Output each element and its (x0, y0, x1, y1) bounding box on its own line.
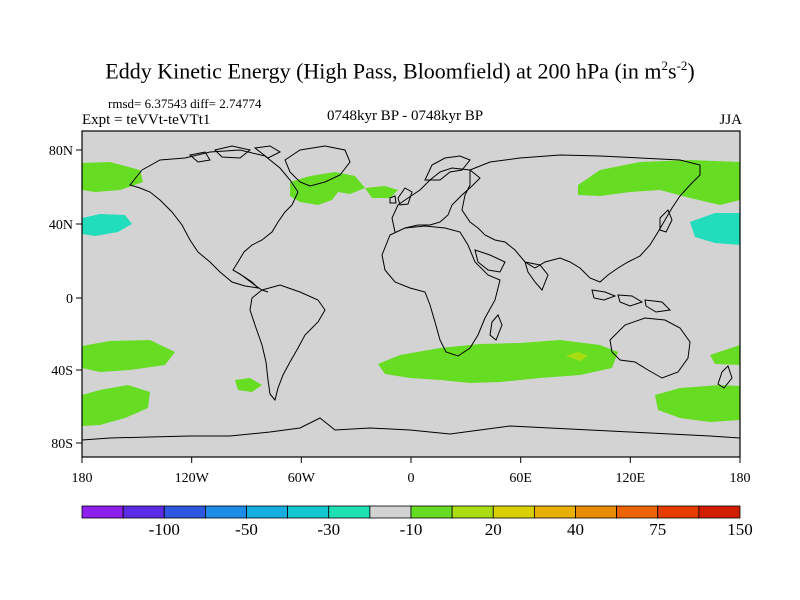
anomaly-patch (82, 385, 150, 426)
coastline-greenland (284, 145, 351, 187)
coastline-indonesia (591, 289, 672, 313)
anomaly-patch-cyan (82, 214, 132, 236)
anomaly-patch (82, 162, 143, 192)
colorbar-swatch (698, 505, 741, 519)
lat-tick-label: 80S (51, 437, 73, 452)
colorbar-swatch (81, 505, 124, 519)
colorbar-swatch (328, 505, 371, 519)
colorbar (81, 505, 741, 519)
anomaly-patch (235, 378, 262, 392)
lon-tick-label: 60W (288, 471, 316, 486)
title-end: ) (687, 58, 695, 84)
coastline-europe (391, 167, 481, 233)
lat-tick-label: 0 (66, 292, 73, 307)
colorbar-swatch (204, 505, 247, 519)
anomaly-patch (710, 345, 740, 365)
coastline-arabia (474, 249, 506, 273)
colorbar-label: -10 (400, 520, 423, 539)
stats-label: rmsd= 6.37543 diff= 2.74774 (108, 96, 262, 111)
title-sup1: 2 (661, 58, 669, 73)
colorbar-swatch (163, 505, 206, 519)
season-label: JJA (719, 112, 742, 128)
lat-tick-label: 40N (49, 218, 73, 233)
anomaly-fill-layer (82, 160, 740, 426)
lon-tick-label: 60E (509, 471, 532, 486)
lon-ticks (81, 457, 741, 463)
coastline-central-america (232, 269, 269, 293)
colorbar-label: 150 (727, 520, 753, 539)
coastline-antarctica (81, 417, 741, 441)
colorbar-swatch (246, 505, 289, 519)
colorbar-swatch (369, 505, 412, 519)
lon-tick-label: 180 (72, 471, 93, 486)
experiment-label: Expt = teVVt-teVTt1 (82, 112, 211, 128)
anomaly-patch (365, 186, 398, 198)
colorbar-swatch (616, 505, 659, 519)
colorbar-swatch (451, 505, 494, 519)
coastline-asia (461, 154, 701, 283)
anomaly-patch (82, 340, 175, 372)
coastlines (81, 145, 741, 441)
period-label: 0748kyr BP - 0748kyr BP (326, 108, 484, 124)
anomaly-patch-cyan (690, 213, 740, 245)
lon-tick-label: 0 (408, 471, 415, 486)
coastline-new-zealand (717, 365, 733, 389)
colorbar-label: 40 (567, 520, 584, 539)
coastline-africa (381, 225, 501, 357)
anomaly-patch (378, 340, 618, 383)
lon-tick-label: 120W (175, 471, 210, 486)
lat-tick-label: 40S (51, 364, 73, 379)
colorbar-label: 75 (649, 520, 666, 539)
anomaly-patch (655, 385, 740, 422)
coastline-scandinavia (424, 155, 471, 181)
title-sup2: -2 (676, 58, 688, 73)
colorbar-label: -30 (317, 520, 340, 539)
lat-tick-label: 80N (49, 144, 73, 159)
lon-tick-label: 180 (730, 471, 751, 486)
colorbar-swatch (287, 505, 330, 519)
title-mid: s (668, 58, 677, 84)
colorbar-swatch (492, 505, 535, 519)
colorbar-swatch (410, 505, 453, 519)
colorbar-label: -100 (149, 520, 180, 539)
lon-tick-label: 120E (616, 471, 646, 486)
colorbar-swatch (533, 505, 576, 519)
coastline-india (524, 261, 549, 291)
colorbar-labels: -100 -50 -30 -10 20 40 75 150 (149, 520, 753, 539)
colorbar-label: -50 (235, 520, 258, 539)
anomaly-patch (290, 172, 365, 205)
colorbar-swatch (575, 505, 618, 519)
coastline-australia (609, 317, 691, 379)
colorbar-swatch (122, 505, 165, 519)
colorbar-swatch (657, 505, 700, 519)
title-main: Eddy Kinetic Energy (High Pass, Bloomfie… (105, 58, 662, 84)
colorbar-label: 20 (485, 520, 502, 539)
anomaly-patch-strong (566, 352, 588, 361)
coastline-japan (659, 209, 673, 233)
chart-title: Eddy Kinetic Energy (High Pass, Bloomfie… (0, 58, 800, 84)
coastline-madagascar (489, 314, 503, 341)
coastline-south-america (249, 284, 326, 402)
lat-ticks (76, 149, 82, 444)
coastline-british-isles (389, 187, 413, 206)
coastline-north-america (129, 149, 299, 289)
coastline-arctic-islands (188, 145, 282, 163)
